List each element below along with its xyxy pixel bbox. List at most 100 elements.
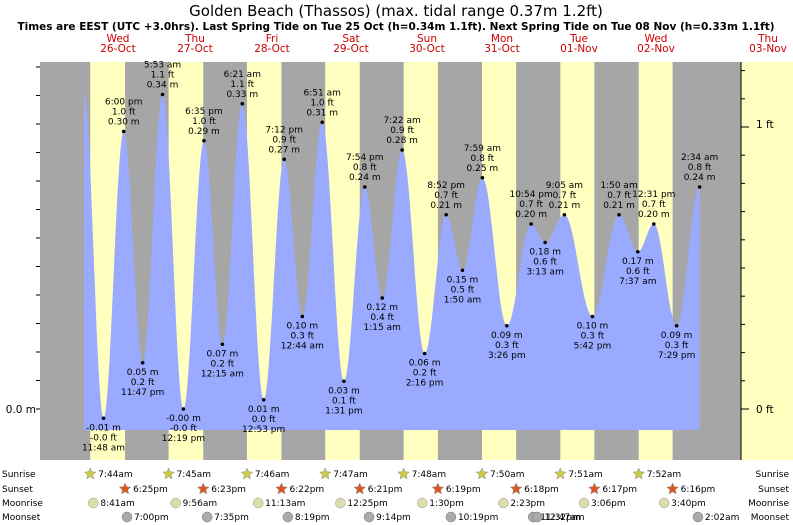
- day-label-date: 26-Oct: [100, 43, 136, 55]
- sunset-icon: [118, 482, 132, 495]
- tide-low-ft: -0.0 ft: [90, 433, 117, 443]
- tide-point: [220, 342, 225, 347]
- tide-high-m: 0.25 m: [467, 164, 499, 174]
- moonrise-icon: [416, 497, 428, 509]
- tide-low-ft: 0.2 ft: [131, 378, 155, 388]
- tide-point: [460, 268, 465, 273]
- sunrise-icon: [632, 467, 646, 480]
- night-band: [717, 62, 741, 460]
- sunset-icon: [588, 482, 601, 495]
- tide-high-time: 6:35 pm: [185, 107, 223, 117]
- tide-low-m: 0.09 m: [491, 331, 523, 341]
- tide-low-ft: 0.3 ft: [665, 341, 689, 351]
- sunrise-time: 7:45am: [177, 470, 212, 480]
- tide-low-m: 0.12 m: [366, 303, 398, 313]
- sunset-icon: [509, 482, 523, 495]
- sunrise-icon: [83, 467, 97, 480]
- sunset-time: 6:17pm: [602, 485, 637, 495]
- moonrise-time: 8:41am: [100, 499, 135, 509]
- tide-high-m: 0.33 m: [226, 90, 258, 100]
- moonrise-icon: [252, 497, 264, 509]
- tide-high-ft: 0.7 ft: [642, 200, 666, 210]
- moonset-icon: [363, 511, 375, 523]
- day-label-dow: Wed: [107, 33, 130, 45]
- tide-high-m: 0.28 m: [386, 136, 418, 146]
- tide-high-ft: 0.7 ft: [553, 191, 577, 201]
- tide-high-ft: 0.8 ft: [688, 163, 712, 173]
- moonset-time: 12:47am: [544, 513, 584, 523]
- sunrise-time: 7:52am: [647, 470, 682, 480]
- tide-high-time: 6:00 pm: [105, 98, 143, 108]
- moonset-icon: [121, 511, 133, 523]
- tide-high-ft: 0.8 ft: [353, 163, 377, 173]
- sunset-icon: [666, 482, 679, 495]
- sunset-time: 6:22pm: [289, 485, 324, 495]
- sunset-time: 6:18pm: [524, 485, 559, 495]
- day-label-date: 01-Nov: [560, 43, 598, 55]
- tide-low-ft: 0.3 ft: [581, 332, 605, 342]
- sunrise-time: 7:46am: [255, 470, 290, 480]
- tide-high-time: 8:52 pm: [427, 181, 465, 191]
- moonset-time: 8:19pm: [295, 513, 330, 523]
- sunrise-time: 7:44am: [98, 470, 133, 480]
- moonrise-time: 1:30pm: [429, 499, 464, 509]
- chart-grid: [36, 62, 749, 460]
- tide-low-ft: 0.1 ft: [332, 396, 356, 406]
- sunset-time: 6:25pm: [133, 485, 168, 495]
- tide-low-ft: 0.2 ft: [211, 359, 235, 369]
- moonrise-time: 9:56am: [183, 499, 218, 509]
- tide-low-time: 3:26 pm: [488, 351, 526, 361]
- day-label-date: 30-Oct: [409, 43, 445, 55]
- tide-high-ft: 0.7 ft: [519, 200, 543, 210]
- row-label-moonrise: Moonrise: [2, 499, 43, 509]
- chart-subtitle: Times are EEST (UTC +3.0hrs). Last Sprin…: [17, 21, 774, 33]
- tide-high-time: 7:59 am: [464, 144, 501, 154]
- sunrise-time: 7:47am: [333, 470, 368, 480]
- moonset-time: 7:35pm: [214, 513, 249, 523]
- sunset-time: 6:21pm: [368, 485, 403, 495]
- tide-point: [674, 323, 679, 328]
- sunset-icon: [196, 482, 210, 495]
- moonrise-time: 2:23pm: [510, 499, 545, 509]
- tide-low-m: -0.01 m: [86, 423, 121, 433]
- moonrise-icon: [578, 497, 590, 509]
- tide-high-time: 7:22 am: [383, 116, 420, 126]
- sunrise-time: 7:50am: [490, 470, 525, 480]
- sunset-icon: [431, 482, 445, 495]
- day-label-date: 02-Nov: [637, 43, 675, 55]
- tide-low-m: 0.10 m: [577, 322, 609, 332]
- tide-low-time: 12:44 am: [281, 342, 324, 352]
- tide-high-ft: 1.0 ft: [310, 98, 334, 108]
- tide-low-m: 0.07 m: [207, 349, 239, 359]
- moonset-icon: [282, 511, 294, 523]
- tide-point: [480, 175, 485, 180]
- moonrise-time: 3:06pm: [591, 499, 626, 509]
- tide-low-time: 11:48 am: [82, 443, 125, 453]
- row-label-sunrise: Sunrise: [2, 470, 36, 480]
- day-label-dow: Thu: [184, 33, 205, 45]
- tide-curve: [83, 94, 700, 430]
- day-labels: Wed26-OctThu27-OctFri28-OctSat29-OctSun3…: [100, 33, 787, 55]
- tide-low-m: 0.17 m: [622, 257, 654, 267]
- sunset-time: 6:19pm: [446, 485, 481, 495]
- tide-high-time: 2:34 am: [681, 153, 718, 163]
- tide-high-m: 0.24 m: [349, 173, 381, 183]
- tide-high-m: 0.21 m: [603, 201, 635, 211]
- day-label-dow: Thu: [757, 33, 778, 45]
- sunrise-icon: [397, 467, 410, 480]
- tide-point: [181, 407, 186, 411]
- moonrise-time: 12:25pm: [347, 499, 387, 509]
- tide-point: [282, 157, 287, 162]
- tide-low-ft: 0.3 ft: [290, 332, 314, 342]
- sunrise-icon: [318, 467, 332, 480]
- tide-low-time: 1:15 am: [364, 323, 401, 333]
- tide-point: [636, 249, 640, 254]
- tide-point: [300, 314, 305, 319]
- day-label-dow: Tue: [569, 33, 588, 45]
- tide-low-ft: 0.6 ft: [533, 258, 557, 268]
- tide-low-m: -0.00 m: [166, 414, 201, 424]
- tide-high-m: 0.21 m: [549, 201, 581, 211]
- moonset-time: 7:00pm: [134, 513, 169, 523]
- tide-low-ft: 0.5 ft: [451, 285, 475, 295]
- moonset-icon: [532, 511, 543, 523]
